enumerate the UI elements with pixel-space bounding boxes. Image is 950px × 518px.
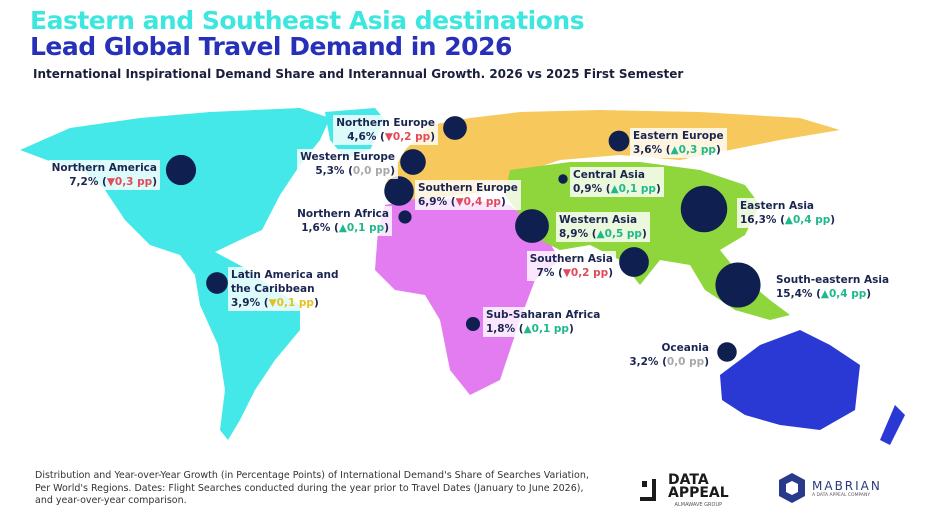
region-share: 6,9% (: [418, 196, 456, 208]
footnote: Distribution and Year-over-Year Growth (…: [35, 470, 589, 506]
new-zealand: [880, 405, 905, 445]
logo1-line2: APPEAL: [668, 485, 729, 501]
oceania-region: [720, 330, 860, 430]
title-line-2: Lead Global Travel Demand in 2026: [30, 32, 512, 61]
americas-region: [20, 108, 330, 440]
region-share: 15,4% (: [776, 288, 821, 300]
bubble-central-asia: [558, 174, 568, 184]
subtitle: International Inspirational Demand Share…: [33, 67, 684, 81]
region-growth: ▼0,3 pp: [106, 176, 153, 188]
bubble-oceania: [717, 342, 737, 362]
region-share: 4,6% (: [347, 131, 385, 143]
region-share: 0,9% (: [573, 183, 611, 195]
logo2-tag: A DATA APPEAL COMPANY: [812, 492, 871, 498]
region-growth: ▲0,3 pp: [670, 144, 716, 156]
region-name: Western Europe: [300, 151, 395, 163]
region-name: Northern Europe: [336, 117, 435, 129]
region-growth: ▼0,2 pp: [562, 267, 609, 279]
mabrian-hexagon-icon: [779, 473, 805, 503]
bubble-northern-europe: [443, 116, 467, 140]
label-eastern-europe: Eastern Europe 3,6% (▲0,3 pp): [630, 128, 727, 158]
region-name: Oceania: [661, 342, 709, 354]
region-name: Northern America: [51, 162, 157, 174]
bubble-southern-europe: [384, 176, 414, 206]
logo1-tag: ALMAWAVE GROUP: [674, 502, 723, 508]
logo1-line1: DATA: [668, 472, 709, 488]
region-growth: ▲0,5 pp: [596, 228, 642, 240]
region-name: Eastern Asia: [740, 200, 815, 212]
region-name: Western Asia: [559, 214, 638, 226]
region-share: 1,8% (: [486, 323, 524, 335]
label-northern-africa: Northern Africa 1,6% (▲0,1 pp): [294, 206, 392, 236]
region-growth: ▲0,1 pp: [523, 323, 569, 335]
region-growth: 0,0 pp: [666, 356, 705, 368]
region-growth: ▼0,2 pp: [384, 131, 431, 143]
label-western-europe: Western Europe 5,3% (0,0 pp): [297, 149, 398, 179]
region-share: 3,6% (: [633, 144, 671, 156]
bubble-western-europe: [400, 149, 426, 175]
label-western-asia: Western Asia 8,9% (▲0,5 pp): [556, 212, 650, 242]
region-share: 16,3% (: [740, 214, 785, 226]
logo2-name: MABRIAN: [812, 478, 882, 493]
label-oceania: Oceania 3,2% (0,0 pp): [626, 340, 712, 370]
label-southern-europe: Southern Europe 6,9% (▼0,4 pp): [415, 180, 521, 210]
label-southern-asia: Southern Asia 7% (▼0,2 pp): [526, 251, 616, 281]
region-share: 5,3% (: [315, 165, 353, 177]
bubble-latin-america-and-the-caribbean: [206, 272, 228, 294]
region-growth: ▲0,1 pp: [610, 183, 656, 195]
label-sub-saharan-africa: Sub-Saharan Africa 1,8% (▲0,1 pp): [483, 307, 604, 337]
region-name: Latin America and the Caribbean: [231, 269, 339, 295]
data-appeal-mark-icon: [640, 479, 656, 501]
bubble-sub-saharan-africa: [465, 316, 481, 332]
region-share: 7,2% (: [69, 176, 107, 188]
region-name: South-eastern Asia: [776, 274, 890, 286]
label-central-asia: Central Asia 0,9% (▲0,1 pp): [570, 167, 664, 197]
bubble-eastern-asia: [680, 185, 728, 233]
region-name: Southern Asia: [529, 253, 613, 265]
region-growth: ▼0,1 pp: [268, 297, 314, 309]
region-name: Northern Africa: [297, 208, 389, 220]
region-name: Sub-Saharan Africa: [486, 309, 601, 321]
region-share: 3,9% (: [231, 297, 269, 309]
region-share: 3,2% (: [629, 356, 667, 368]
data-appeal-logo: DATA APPEAL ALMAWAVE GROUP: [640, 472, 729, 508]
title-line-1: Eastern and Southeast Asia destinations: [30, 6, 585, 35]
label-south-eastern-asia: South-eastern Asia 15,4% (▲0,4 pp): [773, 272, 893, 302]
bubble-eastern-europe: [608, 130, 630, 152]
region-share: 1,6% (: [301, 222, 339, 234]
region-share: 8,9% (: [559, 228, 597, 240]
mabrian-logo: MABRIAN A DATA APPEAL COMPANY: [778, 472, 882, 504]
bubble-south-eastern-asia: [715, 262, 761, 308]
label-northern-america: Northern America 7,2% (▼0,3 pp): [48, 160, 160, 190]
label-eastern-asia: Eastern Asia 16,3% (▲0,4 pp): [737, 198, 839, 228]
region-growth: ▲0,4 pp: [784, 214, 831, 226]
africa-region: [375, 198, 560, 395]
bubble-northern-africa: [398, 210, 412, 224]
region-name: Southern Europe: [418, 182, 518, 194]
region-growth: ▼0,4 pp: [455, 196, 501, 208]
label-northern-europe: Northern Europe 4,6% (▼0,2 pp): [333, 115, 438, 145]
bubble-southern-asia: [619, 247, 649, 277]
region-share: 7% (: [536, 267, 563, 279]
bubble-western-asia: [515, 209, 549, 243]
region-growth: 0,0 pp: [352, 165, 391, 177]
region-name: Eastern Europe: [633, 130, 724, 142]
bubble-northern-america: [165, 154, 197, 186]
label-latin-america-and-the-caribbean: Latin America and the Caribbean 3,9% (▼0,…: [228, 267, 359, 311]
bubble-layer: [165, 116, 761, 362]
region-growth: ▲0,1 pp: [338, 222, 385, 234]
region-growth: ▲0,4 pp: [820, 288, 867, 300]
region-name: Central Asia: [573, 169, 645, 181]
